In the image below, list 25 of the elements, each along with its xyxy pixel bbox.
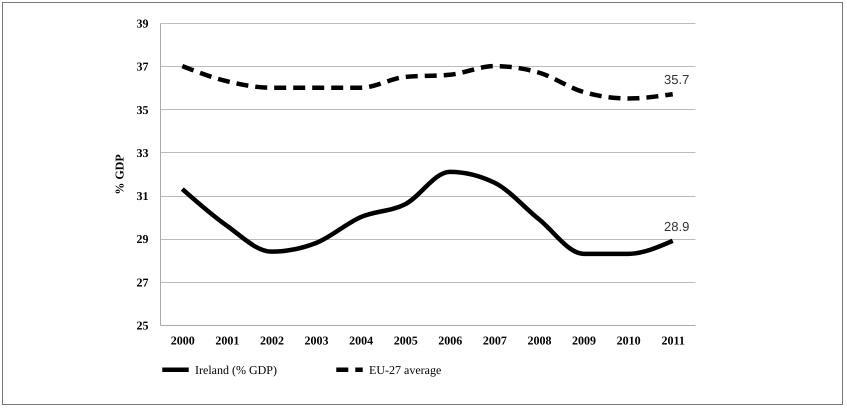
x-tick-label: 2008: [527, 334, 552, 348]
y-tick-label: 35: [136, 102, 148, 117]
x-tick-label: 2000: [170, 334, 195, 348]
y-tick-label: 33: [136, 146, 148, 160]
x-tick-label: 2002: [260, 334, 284, 348]
x-tick-label: 2007: [482, 334, 507, 348]
y-axis-title: % GDP: [112, 154, 126, 195]
x-tick-label: 2001: [215, 334, 240, 348]
legend-label: EU-27 average: [369, 362, 442, 377]
y-tick-label: 37: [136, 60, 148, 74]
data-label: 28.9: [664, 218, 690, 234]
y-tick-label: 31: [136, 189, 148, 204]
y-tick-label: 27: [136, 275, 148, 290]
legend-label: Ireland (% GDP): [195, 362, 277, 377]
x-tick-label: 2003: [304, 334, 329, 348]
x-tick-label: 2006: [438, 334, 462, 348]
x-tick-label: 2010: [616, 334, 641, 348]
x-tick-label: 2005: [394, 334, 418, 348]
y-tick-label: 29: [136, 232, 148, 246]
x-tick-label: 2011: [662, 334, 685, 348]
x-tick-label: 2004: [349, 334, 374, 348]
data-label: 35.7: [664, 72, 690, 88]
y-tick-label: 25: [136, 318, 148, 332]
y-tick-label: 39: [136, 16, 148, 30]
x-tick-label: 2009: [572, 334, 596, 348]
